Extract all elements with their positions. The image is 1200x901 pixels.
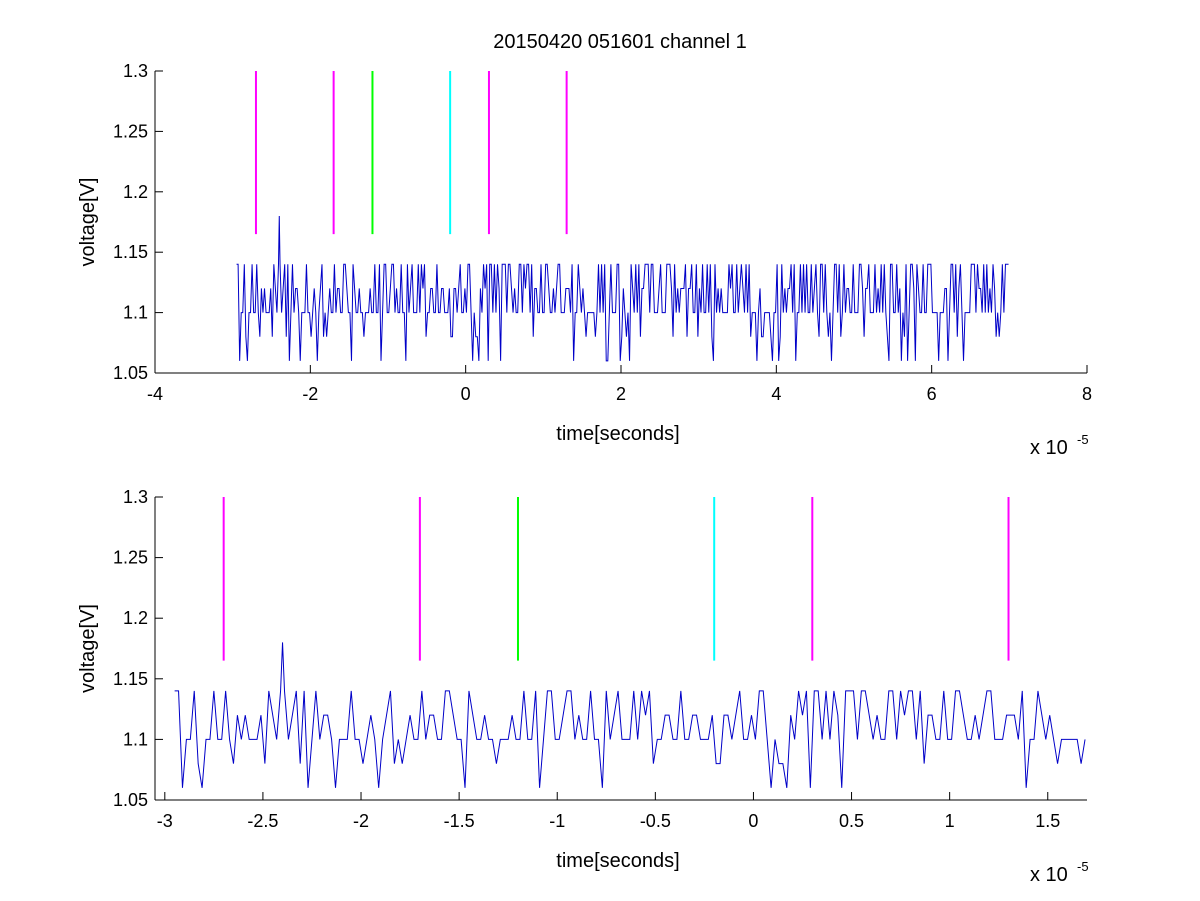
voltage-trace (174, 642, 1086, 788)
x-tick-label: 2 (616, 384, 626, 404)
x-multiplier-exponent: -5 (1077, 432, 1089, 447)
y-tick-label: 1.2 (123, 182, 148, 202)
x-tick-label: 0 (748, 811, 758, 831)
y-axis-label: voltage[V] (77, 604, 99, 693)
x-tick-label: -2 (353, 811, 369, 831)
y-tick-label: 1.25 (113, 548, 148, 568)
x-tick-label: -0.5 (640, 811, 671, 831)
x-multiplier-label: x 10 (1030, 437, 1068, 459)
x-multiplier-label: x 10 (1030, 864, 1068, 886)
x-tick-label: -2.5 (247, 811, 278, 831)
y-tick-label: 1.1 (123, 729, 148, 749)
x-tick-label: 1 (945, 811, 955, 831)
x-tick-label: 1.5 (1035, 811, 1060, 831)
y-tick-label: 1.05 (113, 790, 148, 810)
y-tick-label: 1.25 (113, 121, 148, 141)
x-axis-label: time[seconds] (556, 423, 679, 445)
x-tick-label: 0.5 (839, 811, 864, 831)
y-tick-label: 1.05 (113, 363, 148, 383)
x-tick-label: -2 (302, 384, 318, 404)
y-tick-label: 1.2 (123, 608, 148, 628)
x-tick-label: -1 (549, 811, 565, 831)
y-tick-label: 1.15 (113, 242, 148, 262)
chart-title: 20150420 051601 channel 1 (493, 31, 747, 53)
voltage-trace (236, 215, 1009, 362)
x-tick-label: 0 (461, 384, 471, 404)
x-tick-label: 6 (927, 384, 937, 404)
x-tick-label: 8 (1082, 384, 1092, 404)
x-axis-label: time[seconds] (556, 850, 679, 872)
plot-bottom: -3 -2.5 -2 -1.5 -1 -0.5 0 0.5 1 1.5 1.05 1.1 1.15 1.2… (77, 487, 1089, 886)
plot-top: -4 -2 0 2 4 6 8 1.05 1.1 1.15 1.2 1.25 1.3 time[secon… (77, 61, 1092, 459)
y-tick-label: 1.3 (123, 487, 148, 507)
y-axis-label: voltage[V] (77, 178, 99, 267)
x-multiplier-exponent: -5 (1077, 859, 1089, 874)
y-tick-label: 1.1 (123, 303, 148, 323)
x-tick-label: -1.5 (444, 811, 475, 831)
x-tick-label: -4 (147, 384, 163, 404)
x-tick-label: -3 (157, 811, 173, 831)
x-tick-label: 4 (771, 384, 781, 404)
y-tick-label: 1.15 (113, 669, 148, 689)
y-tick-label: 1.3 (123, 61, 148, 81)
